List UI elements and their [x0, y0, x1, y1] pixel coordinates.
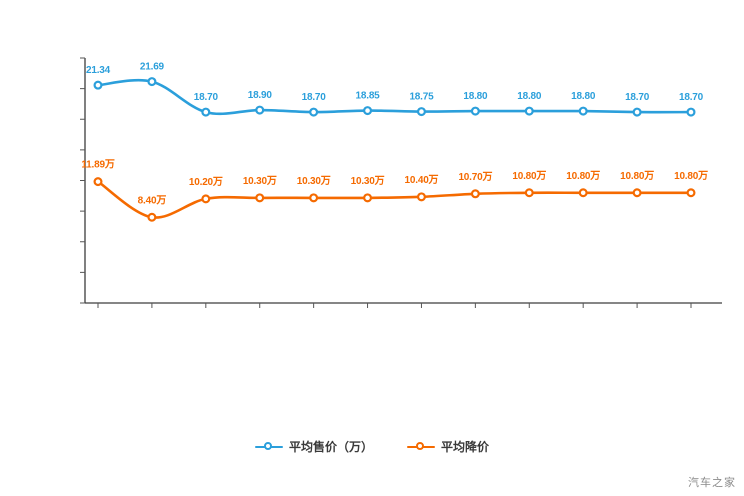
data-point-marker[interactable]: [147, 212, 157, 222]
chart-series-group: [93, 77, 696, 222]
data-point-marker[interactable]: [93, 177, 103, 187]
data-point-label: 10.30万: [297, 175, 331, 187]
data-point-label: 10.80万: [512, 170, 546, 182]
data-point-label: 21.34: [86, 65, 111, 76]
data-point-marker[interactable]: [524, 188, 534, 198]
data-point-label: 18.70: [625, 92, 650, 103]
data-point-label: 18.85: [356, 91, 381, 102]
data-point-label: 10.70万: [458, 171, 492, 183]
chart-legend: 平均售价（万） 平均降价: [0, 438, 744, 455]
data-point-marker[interactable]: [416, 107, 426, 117]
data-point-marker[interactable]: [363, 193, 373, 203]
data-point-label: 18.70: [679, 92, 704, 103]
legend-marker-blue-icon: [254, 441, 283, 453]
legend-marker-orange-icon: [407, 441, 435, 453]
data-point-label: 10.20万: [189, 176, 223, 188]
chart-axes: [80, 57, 722, 308]
data-point-marker[interactable]: [147, 77, 157, 87]
data-point-marker[interactable]: [470, 189, 480, 199]
data-point-label: 18.90: [248, 90, 273, 101]
data-point-marker[interactable]: [201, 194, 211, 204]
series-line-avg-discount: [96, 180, 693, 219]
y-axis-ticks: [80, 57, 85, 304]
data-point-label: 18.75: [409, 92, 434, 103]
data-point-marker[interactable]: [201, 107, 211, 117]
data-point-marker[interactable]: [578, 106, 588, 116]
data-point-label: 10.30万: [351, 175, 385, 187]
data-point-label: 10.40万: [405, 174, 439, 186]
data-point-marker[interactable]: [686, 188, 696, 198]
data-point-label: 10.80万: [620, 170, 654, 182]
legend-item-avg-price[interactable]: 平均售价（万）: [254, 438, 373, 455]
data-point-marker[interactable]: [309, 193, 319, 203]
data-point-marker[interactable]: [93, 80, 103, 90]
data-point-label: 10.80万: [674, 170, 708, 182]
legend-label-avg-price: 平均售价（万）: [288, 440, 373, 454]
data-point-marker[interactable]: [578, 188, 588, 198]
watermark-autohome: 汽车之家: [688, 477, 736, 489]
x-axis-ticks: [97, 303, 692, 308]
data-point-label: 8.40万: [138, 194, 167, 206]
data-point-label: 18.80: [517, 91, 542, 102]
data-point-marker[interactable]: [416, 192, 426, 202]
data-point-marker[interactable]: [632, 188, 642, 198]
data-point-marker[interactable]: [255, 193, 265, 203]
data-point-label: 18.80: [463, 91, 488, 102]
data-point-label: 21.69: [140, 62, 165, 73]
data-point-label: 11.89万: [81, 159, 114, 171]
legend-label-avg-discount: 平均降价: [441, 440, 490, 454]
data-point-label: 18.70: [194, 92, 219, 103]
data-point-marker[interactable]: [632, 107, 642, 117]
data-point-marker[interactable]: [686, 107, 696, 117]
legend-item-avg-discount[interactable]: 平均降价: [407, 438, 489, 455]
chart-data-labels: 21.34 21.69 18.70 18.90 18.70 18.85 18.75 18.80…: [81, 62, 708, 207]
data-point-marker[interactable]: [363, 106, 373, 116]
data-point-marker[interactable]: [309, 107, 319, 117]
data-point-marker[interactable]: [255, 105, 265, 115]
data-point-label: 10.30万: [243, 175, 277, 187]
series-line-avg-price: [96, 78, 693, 116]
data-point-label: 10.80万: [566, 170, 600, 182]
data-point-marker[interactable]: [524, 106, 534, 116]
data-point-label: 18.70: [302, 92, 327, 103]
data-point-marker[interactable]: [470, 106, 480, 116]
data-point-label: 18.80: [571, 91, 596, 102]
